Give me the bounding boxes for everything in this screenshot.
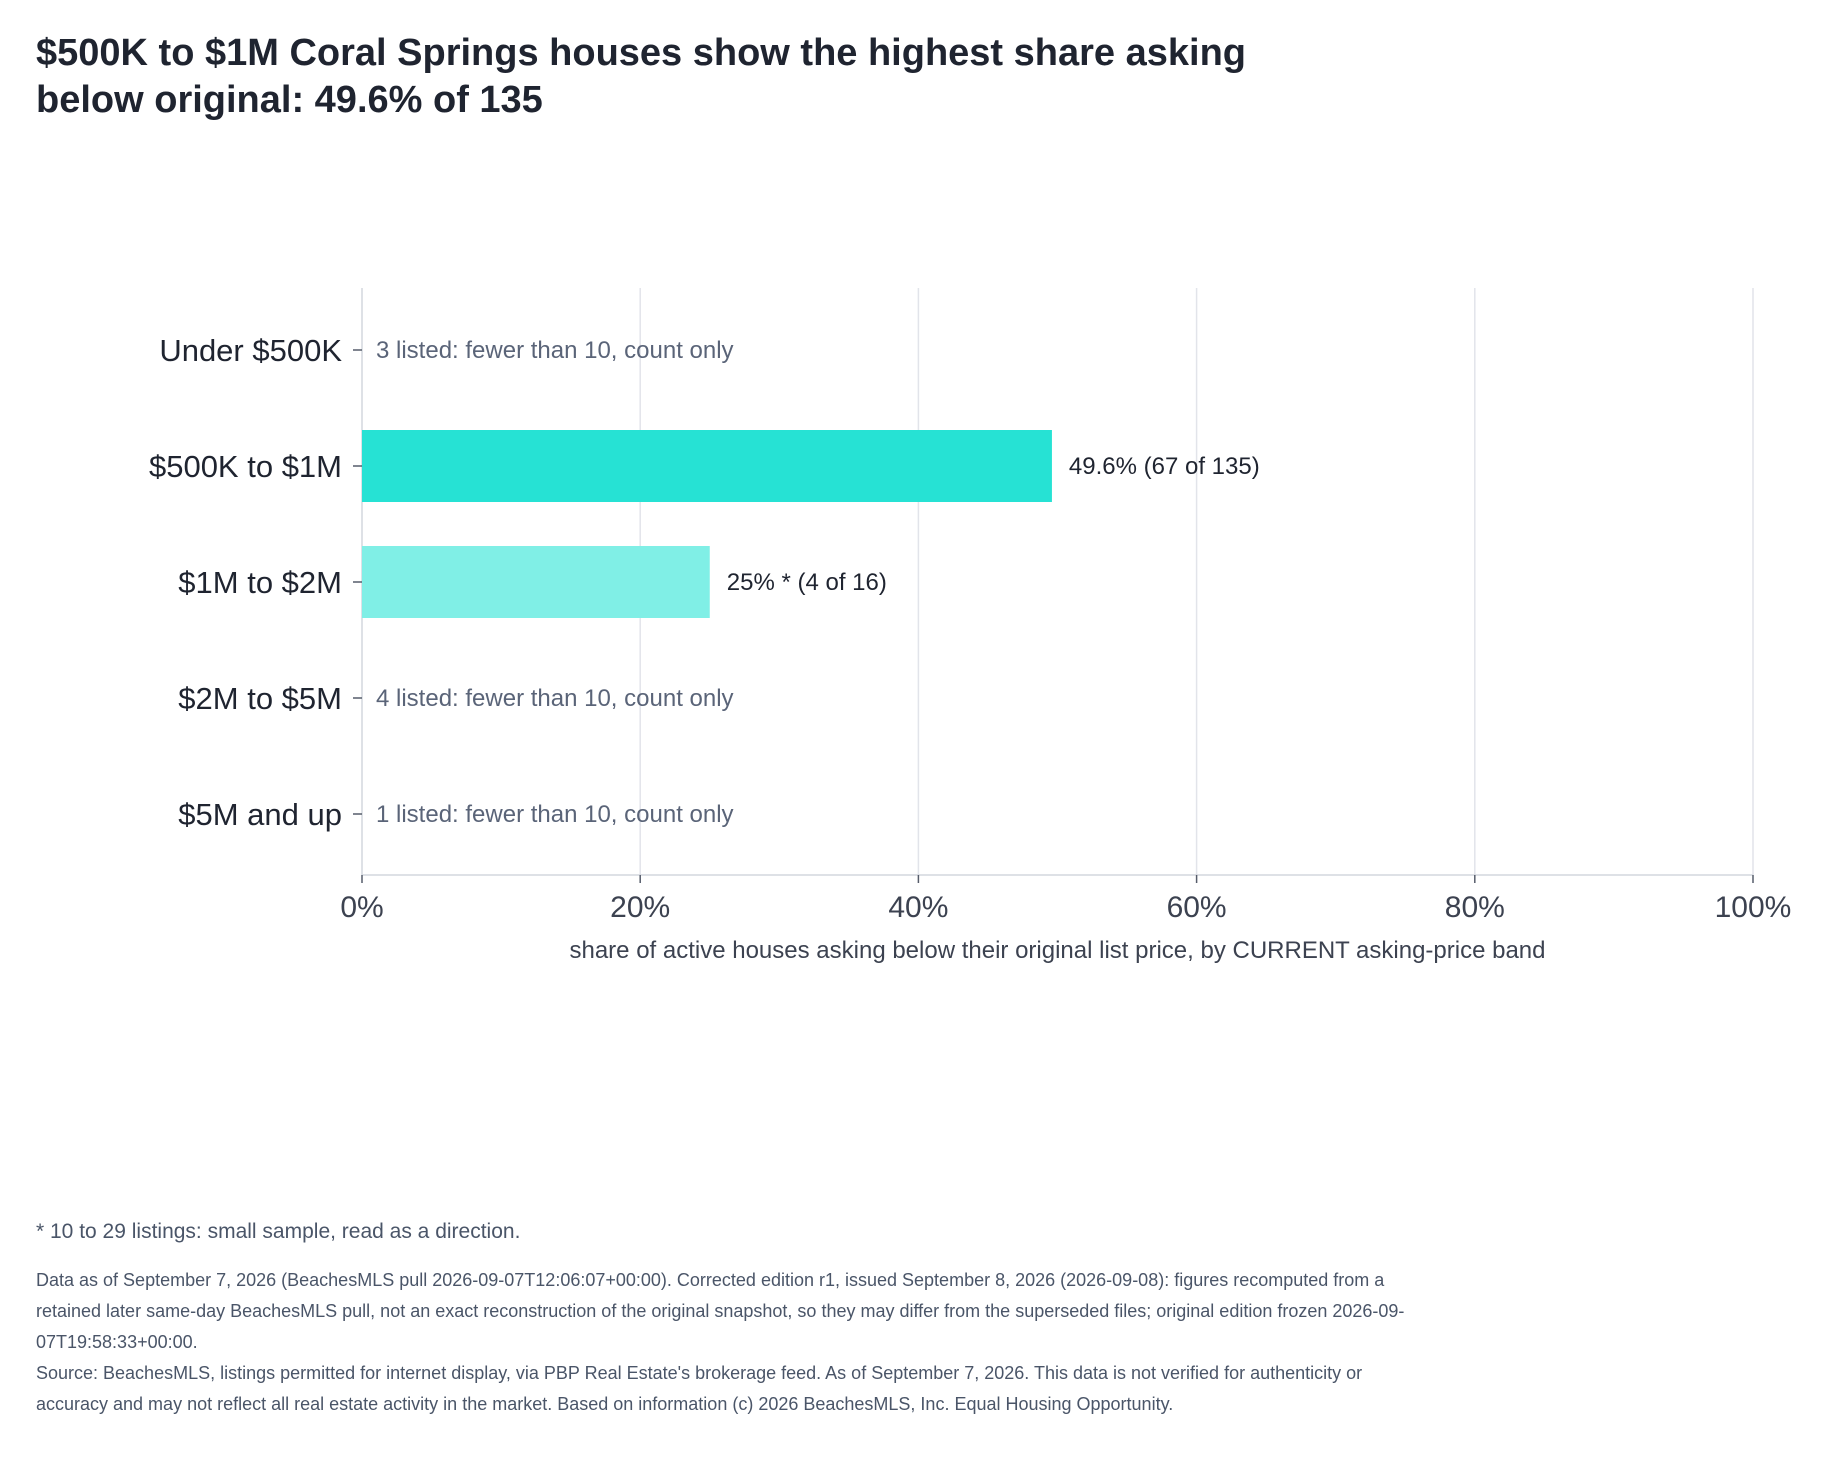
bar-2: [362, 546, 710, 618]
data-edition-note: Data as of September 7, 2026 (BeachesMLS…: [36, 1270, 1405, 1352]
y-tick-label-3: $2M to $5M: [178, 681, 342, 716]
x-tick-label-5: 100%: [1715, 891, 1792, 924]
count-only-note-4: 1 listed: fewer than 10, count only: [376, 801, 734, 828]
x-tick-label-1: 20%: [610, 891, 670, 924]
y-tick-label-0: Under $500K: [159, 333, 342, 368]
bar-value-label-1: 49.6% (67 of 135): [1069, 453, 1260, 480]
small-sample-footnote: * 10 to 29 listings: small sample, read …: [36, 1220, 521, 1243]
bar-value-label-2: 25% * (4 of 16): [727, 569, 887, 596]
x-axis-title: share of active houses asking below thei…: [569, 937, 1545, 964]
source-disclaimer: Source: BeachesMLS, listings permitted f…: [36, 1363, 1363, 1414]
x-tick-label-0: 0%: [340, 891, 383, 924]
x-tick-label-2: 40%: [888, 891, 948, 924]
source-notes: Data as of September 7, 2026 (BeachesMLS…: [36, 1265, 1416, 1420]
count-only-note-3: 4 listed: fewer than 10, count only: [376, 685, 734, 712]
chart-title: $500K to $1M Coral Springs houses show t…: [36, 32, 1246, 121]
count-only-note-0: 3 listed: fewer than 10, count only: [376, 337, 734, 364]
y-tick-label-1: $500K to $1M: [149, 449, 342, 484]
x-tick-label-3: 60%: [1167, 891, 1227, 924]
y-tick-label-4: $5M and up: [178, 797, 342, 832]
bar-chart: 0% 20% 40% 60% 80% 100% share of active houses…: [149, 288, 1792, 964]
x-tick-label-4: 80%: [1445, 891, 1505, 924]
bar-1: [362, 430, 1052, 502]
y-tick-label-2: $1M to $2M: [178, 565, 342, 600]
